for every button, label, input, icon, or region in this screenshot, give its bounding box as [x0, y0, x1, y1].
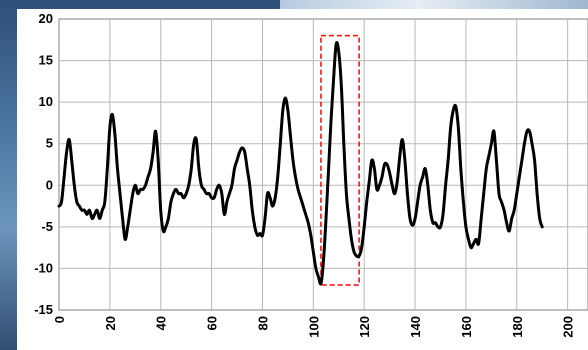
x-tick-label: 140	[408, 316, 423, 338]
x-tick-label: 40	[154, 316, 169, 330]
x-tick-label: 80	[255, 316, 270, 330]
chart-panel: 20 15 10 5 0 -5 -10 -15 0 20 40 60 80 100 120 140 160 180…	[17, 9, 588, 350]
y-tick-label: 5	[46, 136, 53, 151]
x-tick-label: 200	[561, 316, 576, 338]
y-tick-label: -15	[34, 302, 53, 317]
gridlines	[59, 19, 588, 310]
x-tick-label: 180	[510, 316, 525, 338]
y-tick-label: -10	[34, 260, 53, 275]
x-tick-label: 20	[103, 316, 118, 330]
x-tick-label: 120	[357, 316, 372, 338]
y-tick-label: 10	[39, 94, 53, 109]
x-tick-label: 100	[306, 316, 321, 338]
y-tick-label: 20	[39, 11, 53, 26]
highlight-box	[320, 34, 360, 286]
series-line	[57, 40, 544, 286]
y-tick-label: 0	[46, 177, 53, 192]
y-tick-label: 15	[39, 53, 53, 68]
y-tick-label: -5	[41, 219, 53, 234]
x-tick-label: 60	[205, 316, 220, 330]
x-tick-label: 160	[459, 316, 474, 338]
x-tick-label: 0	[52, 316, 67, 323]
